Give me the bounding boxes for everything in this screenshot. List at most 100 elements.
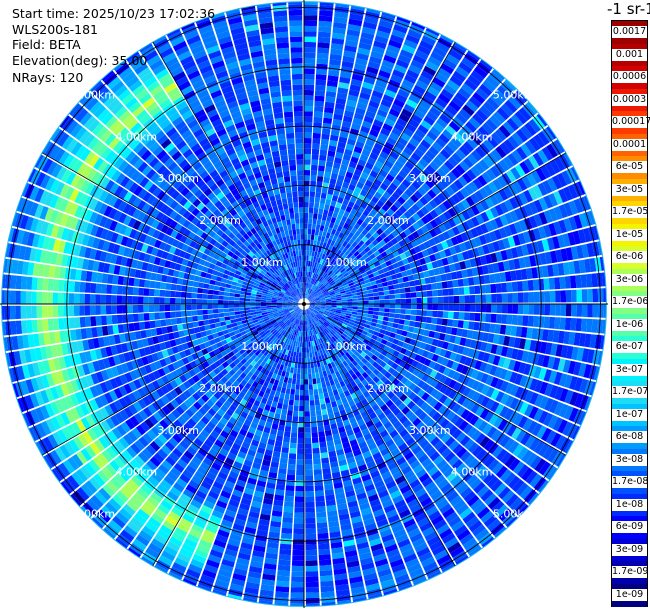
beta-gate xyxy=(524,122,537,136)
beta-gate xyxy=(341,309,347,313)
beta-gate xyxy=(280,533,292,540)
beta-gate xyxy=(373,296,380,300)
beta-gate xyxy=(483,101,496,114)
beta-gate xyxy=(387,280,394,286)
beta-gate xyxy=(380,349,388,357)
beta-gate xyxy=(376,347,384,354)
beta-gate xyxy=(319,295,325,298)
beta-gate xyxy=(314,479,323,486)
beta-gate xyxy=(457,373,466,384)
beta-gate xyxy=(304,395,310,401)
beta-gate xyxy=(386,84,399,94)
beta-gate xyxy=(353,323,360,328)
beta-gate xyxy=(321,462,330,469)
beta-gate xyxy=(295,485,304,492)
beta-gate xyxy=(432,411,442,422)
beta-gate xyxy=(321,272,327,278)
beta-gate xyxy=(304,234,308,240)
beta-gate xyxy=(427,86,440,97)
beta-gate xyxy=(512,443,524,457)
beta-gate xyxy=(309,245,313,251)
beta-gate xyxy=(533,199,544,213)
beta-gate xyxy=(336,298,342,301)
beta-gate xyxy=(389,299,396,304)
beta-gate xyxy=(315,302,321,304)
beta-gate xyxy=(432,297,438,304)
beta-gate xyxy=(397,324,404,330)
beta-gate xyxy=(573,260,581,274)
beta-gate xyxy=(308,296,313,300)
beta-gate xyxy=(306,271,309,277)
beta-gate xyxy=(460,435,471,447)
beta-gate xyxy=(304,201,309,208)
beta-gate xyxy=(352,306,358,310)
beta-gate xyxy=(443,84,457,96)
beta-gate xyxy=(308,207,314,214)
beta-gate xyxy=(473,417,484,429)
beta-gate xyxy=(300,384,304,390)
beta-gate xyxy=(528,304,535,315)
beta-gate xyxy=(434,216,443,226)
beta-gate xyxy=(291,560,304,567)
beta-gate xyxy=(484,363,493,374)
beta-gate xyxy=(325,299,332,302)
beta-gate xyxy=(428,330,436,338)
beta-gate xyxy=(539,396,549,410)
beta-gate xyxy=(319,258,324,265)
beta-gate xyxy=(411,360,419,368)
beta-gate xyxy=(371,318,378,323)
beta-gate xyxy=(355,330,362,336)
beta-gate xyxy=(326,385,333,393)
beta-gate xyxy=(573,332,581,346)
beta-gate xyxy=(290,592,304,599)
beta-gate xyxy=(425,418,436,429)
beta-gate xyxy=(506,117,519,131)
beta-gate xyxy=(384,371,392,379)
beta-gate xyxy=(304,132,312,139)
beta-gate xyxy=(393,283,400,290)
beta-gate xyxy=(297,363,301,369)
beta-gate xyxy=(587,288,593,303)
beta-gate xyxy=(300,336,303,342)
beta-gate xyxy=(311,291,315,296)
beta-gate xyxy=(363,275,370,281)
beta-gate xyxy=(428,360,437,369)
beta-gate xyxy=(320,299,326,302)
beta-gate xyxy=(442,129,454,140)
beta-gate xyxy=(360,351,367,358)
beta-gate xyxy=(313,295,319,299)
beta-gate xyxy=(340,203,347,211)
beta-gate xyxy=(362,348,370,355)
beta-gate xyxy=(548,277,555,290)
beta-gate xyxy=(462,423,473,435)
beta-gate xyxy=(360,86,373,95)
beta-gate xyxy=(437,311,444,318)
beta-gate xyxy=(432,46,447,58)
beta-gate xyxy=(343,115,353,123)
beta-gate xyxy=(373,311,379,316)
beta-gate xyxy=(557,234,566,248)
beta-gate xyxy=(465,367,474,377)
beta-gate xyxy=(583,195,591,210)
beta-gate xyxy=(490,165,501,178)
beta-gate xyxy=(325,199,332,206)
beta-gate xyxy=(519,401,529,415)
beta-gate xyxy=(375,265,383,271)
beta-gate xyxy=(449,246,457,256)
beta-gate xyxy=(391,327,398,334)
beta-gate xyxy=(342,153,352,161)
beta-gate xyxy=(348,161,357,169)
beta-gate xyxy=(357,306,364,310)
beta-gate xyxy=(399,214,408,223)
beta-gate xyxy=(584,396,592,411)
beta-gate xyxy=(531,423,543,437)
beta-gate xyxy=(479,361,488,372)
beta-gate xyxy=(383,54,397,64)
beta-gate xyxy=(391,362,399,370)
beta-gate xyxy=(392,262,399,269)
beta-gate xyxy=(369,56,382,65)
beta-gate xyxy=(333,315,340,320)
beta-gate xyxy=(489,114,502,128)
beta-gate xyxy=(354,320,361,325)
beta-gate xyxy=(393,24,408,34)
